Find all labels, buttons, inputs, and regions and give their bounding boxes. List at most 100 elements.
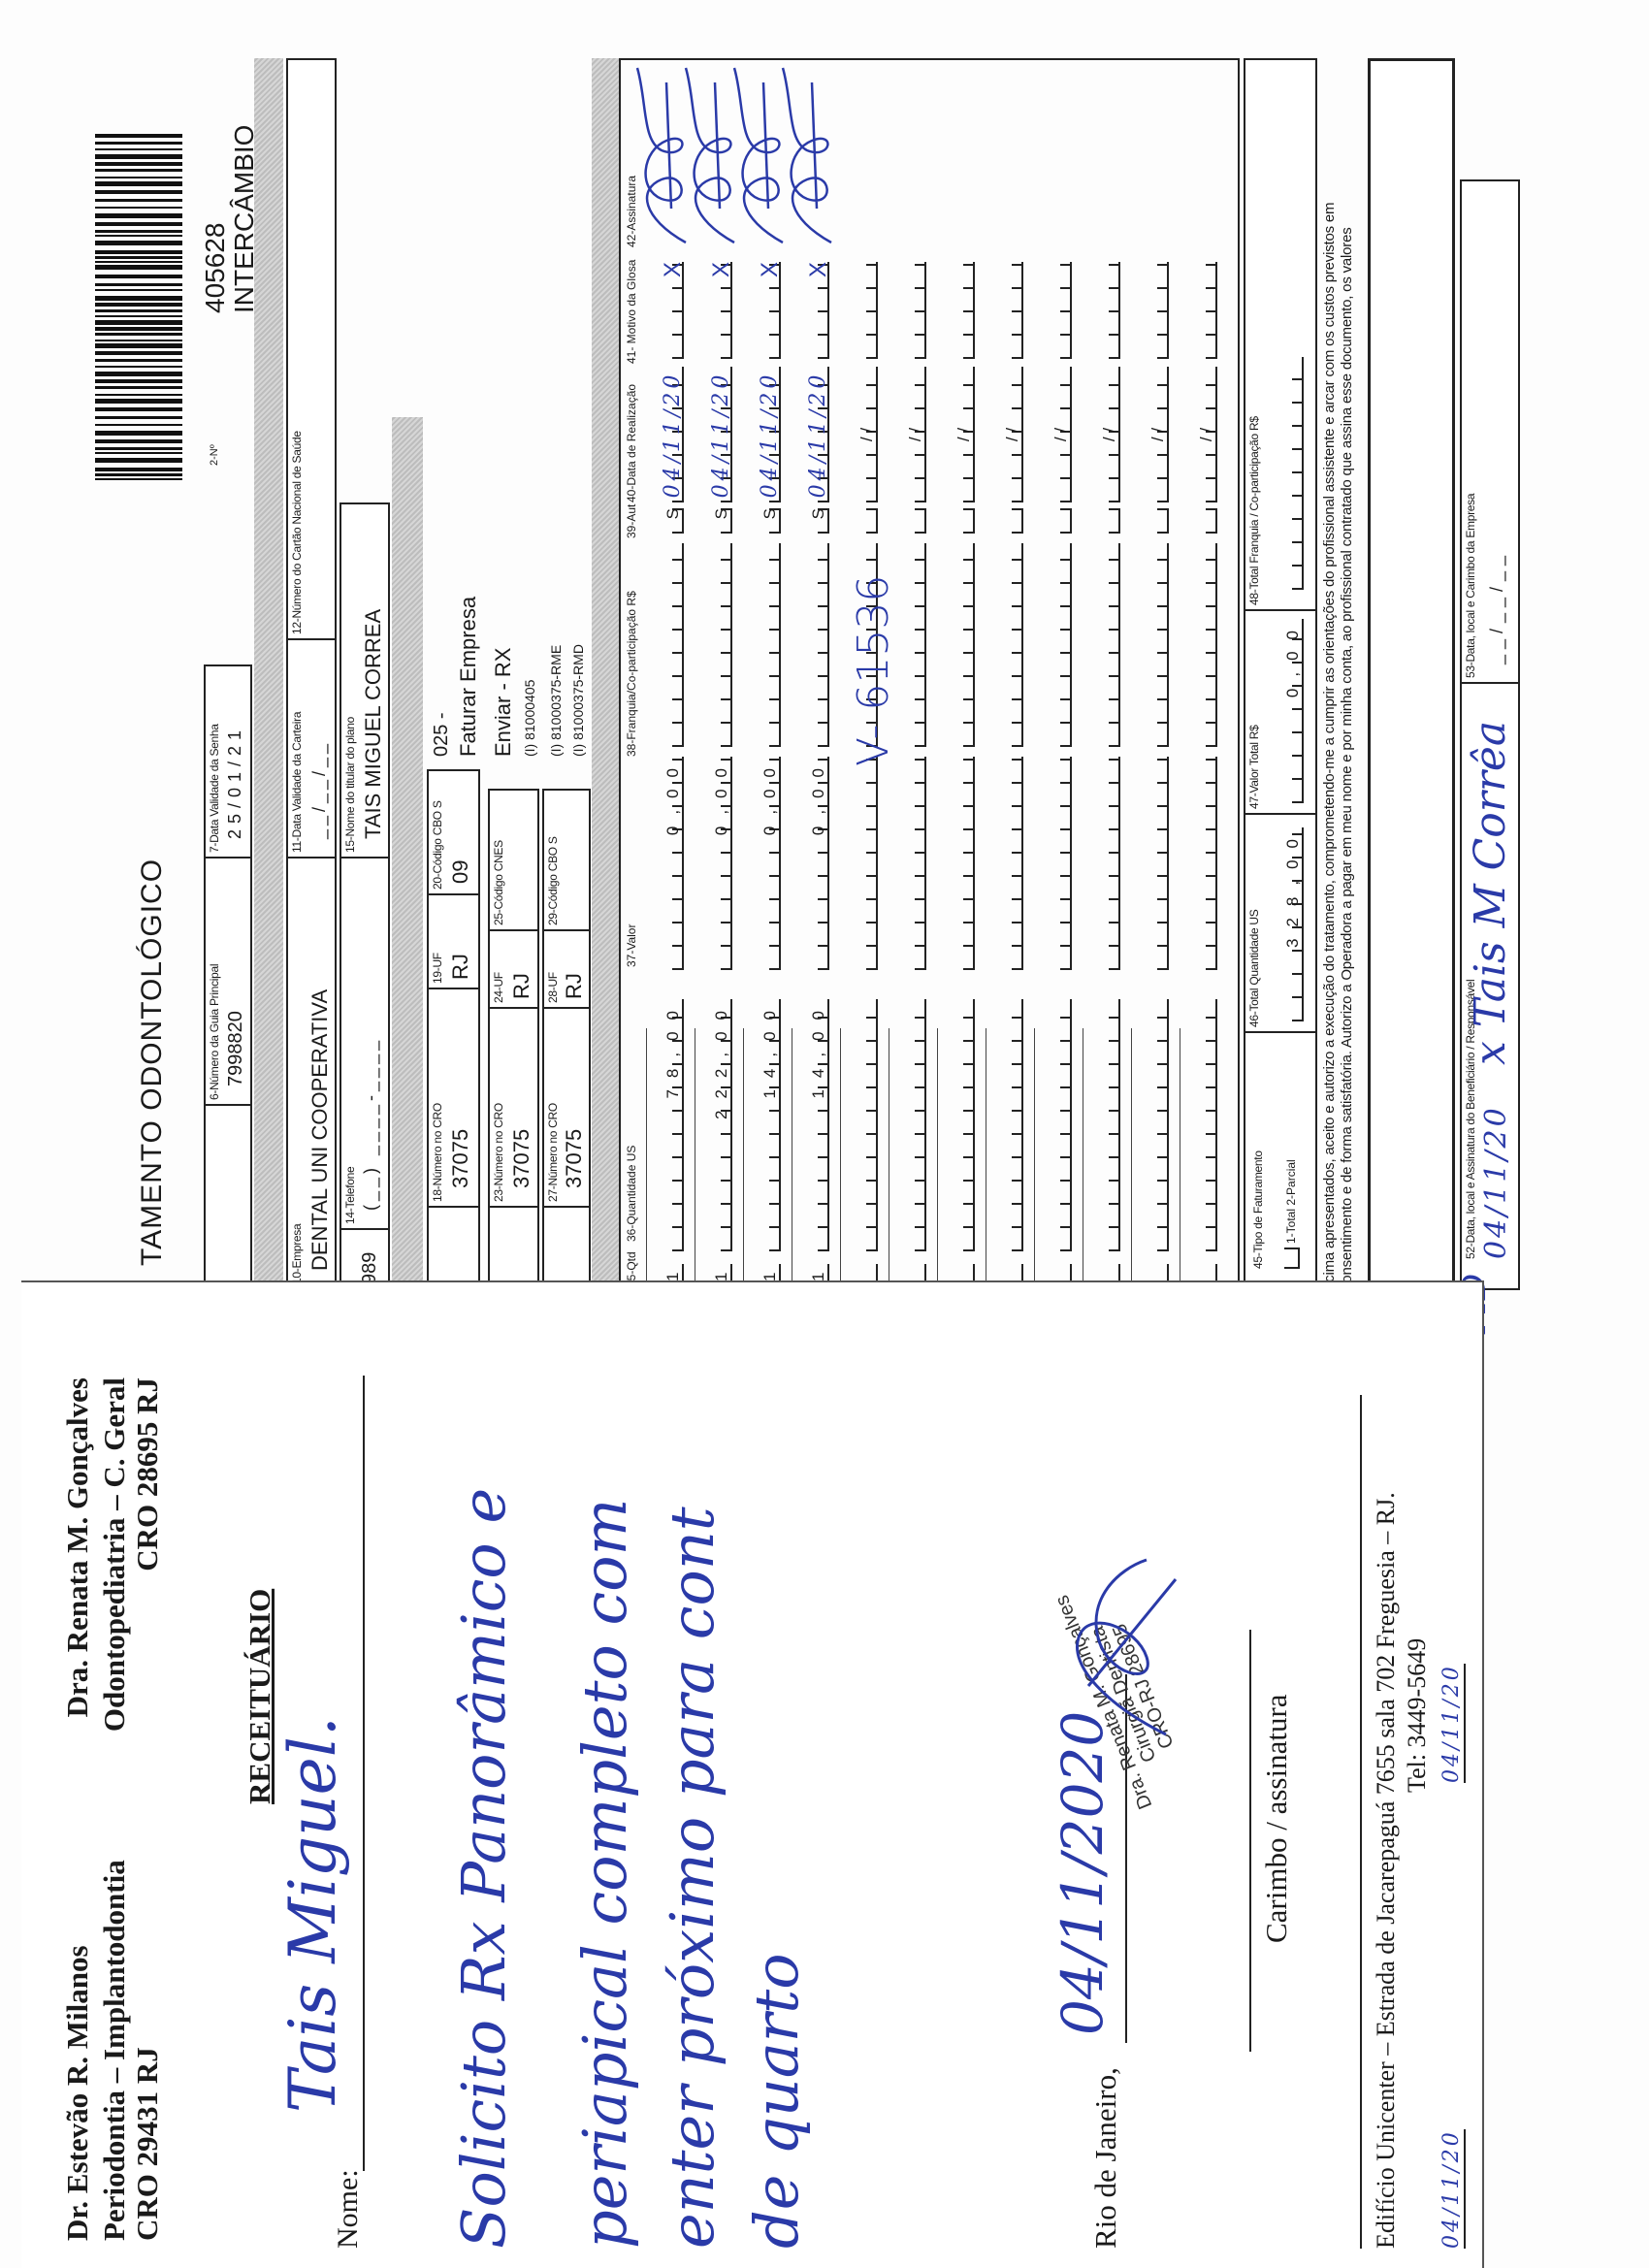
label: 24-UF [492,972,505,1003]
field-53[interactable]: 53-Data, local e Carimbo da Empresa __/_… [1460,179,1520,684]
field-14[interactable]: 14-Telefone (__) ____-____ [340,857,390,1230]
cell-valor: 0,00 [760,757,781,970]
billing-type-checkbox[interactable] [1284,1247,1300,1269]
table-row[interactable]: 1 14,00 0,00 S 04/11/20 X [781,67,841,2260]
field-51[interactable] [1368,58,1455,1290]
cell-aut: S [712,508,732,534]
cell-valor [907,757,926,970]
row-signature [635,67,687,244]
cell-data: 04/11/20 [661,367,685,502]
table-row[interactable]: 1 14,00 0,00 S 04/11/20 X [732,67,792,2260]
cell-glosa: X [708,262,734,359]
label: 15-Nome do titular do plano [343,717,357,853]
label: 23-Número no CRO [492,1103,505,1202]
column-header: 37-Valor [625,923,638,967]
cell-quantidade-us [1004,999,1023,1251]
doctor-left-name: Dr. Estevão R. Milanos [60,1945,94,2241]
cell-quantidade-us [907,999,926,1251]
cell-quantidade-us [1101,999,1120,1251]
note-code: 025 - [431,712,452,757]
barcode-bar [95,265,182,270]
barcode-bar [95,222,182,226]
field-45[interactable]: 45-Tipo de Faturamento 1-Total 2-Parcial [1244,1031,1317,1290]
barcode-bar [95,199,182,202]
consent-line-2: consentimento e de forma satisfatória. A… [1339,227,1355,1290]
barcode-bar [95,134,182,138]
barcode-bar [95,256,182,259]
barcode-bar [95,181,182,186]
name-label: Nome: [332,2169,364,2249]
cell-franquia [664,543,684,747]
field-blank-c [542,1206,591,1290]
field-12[interactable]: 12-Número do Cartão Nacional de Saúde [286,58,337,640]
barcode-bar [95,379,182,383]
cell-aut [1198,508,1217,534]
barcode-bar [95,399,182,404]
field-28[interactable]: 28-UF RJ [542,929,591,1009]
label: 25-Código CNES [492,840,505,925]
field-47[interactable]: 47-Valor Total R$ 0,00 [1244,609,1317,815]
table-row[interactable]: 1 222,00 0,00 S 04/11/20 X [684,67,744,2260]
cell-aut [1052,508,1072,534]
value: RJ [509,973,534,999]
field-48[interactable]: 48-Total Franquia / Co-participação R$ [1244,58,1317,611]
field-10[interactable]: 10-Empresa DENTAL UNI COOPERATIVA [286,857,337,1290]
cell-quantidade-us [955,999,975,1251]
barcode-bar [95,340,182,341]
doctor-right-specialty: Odontopediatria – C. Geral [97,1377,131,1733]
cell-aut [1149,508,1169,534]
field-18[interactable]: 18-Número no CRO 37075 [427,988,480,1208]
value: RJ [562,973,586,999]
label: 10-Empresa [290,1223,304,1284]
value: RJ [448,954,472,980]
note-send: Enviar - RX [491,647,515,757]
prescription-line-4: de quarto [741,1953,812,2249]
bottom-date-2: 04/11/20 [1439,1664,1466,1783]
field-29[interactable]: 29-Código CBO S [542,789,591,931]
field-blank-top [204,1104,252,1290]
cell-quantidade-us [1149,999,1169,1251]
field-46[interactable]: 46-Total Quantidade US 328,00 [1244,813,1317,1033]
cell-quantidade-us: 222,00 [712,999,732,1251]
barcode-bar [95,416,182,419]
handwritten-reference: V- 61536 [849,574,898,766]
doctor-left-cro: CRO 29431 RJ [130,2047,164,2241]
cell-quantidade-us: 78,00 [663,999,684,1251]
field-24[interactable]: 24-UF RJ [488,929,539,1009]
cell-valor [858,757,878,970]
barcode-bar [95,424,182,426]
barcode-bar [95,458,182,463]
field-15[interactable]: 15-Nome do titular do plano TAIS MIGUEL … [340,502,390,859]
cell-quantidade-us: 14,00 [809,999,829,1251]
field-19[interactable]: 19-UF RJ [427,893,480,989]
barcode-bar [95,320,182,325]
barcode-bar [95,351,182,355]
cell-quantidade-us [858,999,878,1251]
field-6[interactable]: 6-Número da Guia Principal 7998820 [204,857,252,1106]
note-code-3: (I) 81000375-RMD [570,644,586,757]
field-7[interactable]: 7-Data Validade da Senha 25/01/21 [204,664,252,859]
field-25[interactable]: 25-Código CNES [488,789,539,931]
field-52[interactable]: 52-Data, local e Assinatura do Beneficiá… [1460,682,1520,1290]
table-row[interactable]: 1 78,00 0,00 S 04/11/20 X [635,67,695,2260]
cell-data: / / [1051,367,1072,502]
label: 29-Código CBO S [546,836,560,925]
field-11[interactable]: 11-Data Validade da Carteira __/__/__ [286,638,337,859]
field-27[interactable]: 27-Número no CRO 37075 [542,1007,591,1208]
barcode-bar [95,190,182,194]
value: 25/01/21 [225,724,244,839]
footer-phone: Tel: 3449-5649 [1403,1637,1431,1793]
value: DENTAL UNI COOPERATIVA [307,988,332,1271]
label: 7-Data Validade da Senha [208,724,221,853]
label: 18-Número no CRO [431,1103,444,1202]
cell-data: 04/11/20 [806,367,830,502]
column-header: 38-Franquia/Co-participação R$ [625,591,638,757]
cell-aut [858,508,878,534]
field-20[interactable]: 20-Código CBO S 09 [427,769,480,895]
value: TAIS MIGUEL CORREA [361,608,385,839]
signature-label: Carimbo / assinatura [1259,1694,1293,1943]
field-23[interactable]: 23-Número no CRO 37075 [488,1007,539,1208]
cell-franquia [1004,543,1023,747]
cell-valor [1149,757,1169,970]
prescription-title: RECEITUÁRIO [242,1588,276,1804]
